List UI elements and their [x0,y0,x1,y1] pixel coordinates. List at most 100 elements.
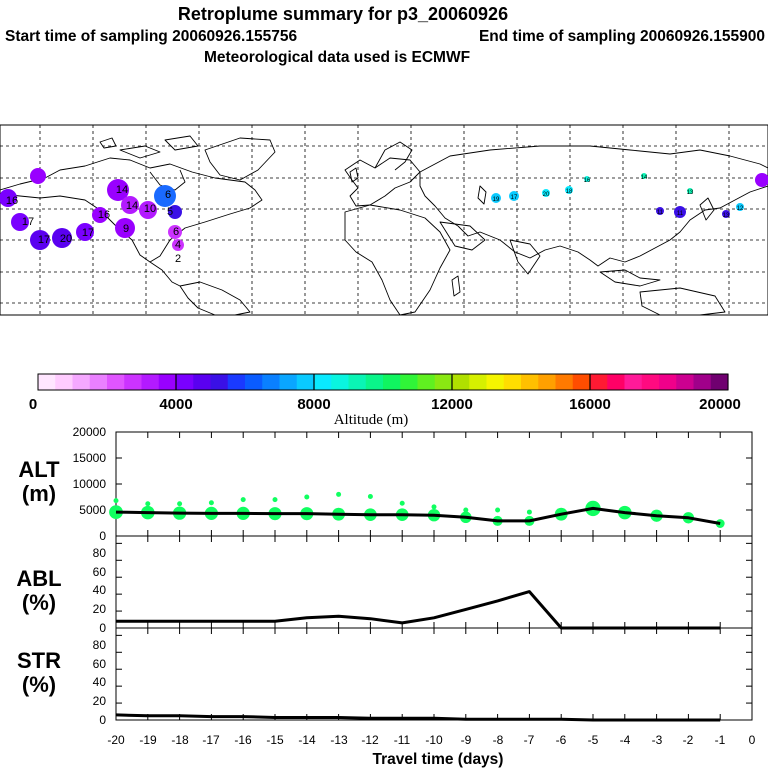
colorbar-swatch [227,374,246,390]
abl-ytick-80: 80 [93,546,107,560]
colorbar-swatch [676,374,695,390]
colorbar-swatch [503,374,522,390]
plume-cluster [0,189,17,207]
colorbar-swatch [158,374,177,390]
plume-cluster-label: 11 [657,210,664,216]
plume-cluster-label: 17 [22,216,34,228]
colorbar-swatch [176,374,194,390]
coast-central-america [149,261,181,287]
panel-tick-marks [115,431,753,721]
alt-upper-marker [495,507,501,513]
x-tick-label: -15 [266,733,284,747]
colorbar-swatch [141,374,160,390]
colorbar-major-ticks [175,374,591,390]
plume-cluster [30,168,46,184]
colorbar-swatch [55,374,74,390]
colorbar-swatch [521,374,539,390]
plume-cluster-label: 16 [98,209,110,221]
colorbar-frame [37,373,729,391]
plume-cluster [722,210,730,218]
coast-hudson-bay [149,169,186,191]
plume-cluster [168,205,182,219]
colorbar-swatch [38,374,56,390]
colorbar-swatch [607,374,626,390]
plume-cluster-label: 9 [123,223,129,235]
x-tick-label: 0 [749,733,756,747]
panels-frame [115,431,753,721]
plume-cluster [121,196,139,214]
str-line [115,713,721,722]
alt-ytick-15000: 15000 [73,451,107,465]
str-ytick-80: 80 [93,638,107,652]
coast-japan [699,197,715,221]
alt-upper-marker [208,500,214,506]
x-tick-label: -9 [461,733,472,747]
plume-cluster-label: 6 [165,189,171,201]
abl-ytick-0: 0 [99,621,106,635]
plume-cluster-label: 14 [116,184,128,196]
plume-cluster [76,223,94,241]
end-time-label: End time of sampling 20060926.155900 [479,28,765,45]
colorbar-tick-12000: 12000 [431,396,473,413]
colorbar-swatch [590,374,608,390]
x-tick-label: -8 [493,733,504,747]
plume-cluster [139,201,157,219]
colorbar-swatch [710,374,729,390]
x-axis-label: Travel time (days) [373,751,504,768]
alt-upper-marker [177,501,183,507]
alt-panel-label: ALT [18,457,60,482]
alt-ytick-20000: 20000 [73,425,107,439]
plume-cluster [565,186,573,194]
x-tick-label: -20 [107,733,125,747]
str-panel-unit: (%) [22,672,56,697]
colorbar-tick-20000: 20000 [699,396,741,413]
plume-cluster [172,239,184,251]
x-tick-label: -17 [202,733,220,747]
coast-arabia [439,221,486,251]
colorbar-swatch [331,374,350,390]
colorbar-swatch [572,374,591,390]
x-tick-label: -6 [556,733,567,747]
coast-india [509,239,541,275]
colorbar-swatch [314,374,332,390]
plume-cluster [30,230,50,250]
plume-cluster [107,179,129,201]
colorbar-swatch [262,374,281,390]
plume-cluster [542,189,550,197]
alt-ytick-5000: 5000 [79,503,106,517]
colorbar-swatch [555,374,574,390]
alt-mean-marker [109,505,123,519]
alt-upper-marker [431,504,437,510]
alt-upper-marker [113,498,119,504]
coast-greenland [204,137,276,181]
plume-clusters [0,168,768,251]
plume-cluster-label: 13 [723,213,730,219]
alt-upper-marker [272,497,278,503]
alt-upper-marker [145,501,151,507]
alt-upper-marker [336,491,342,497]
colorbar-swatch [659,374,677,390]
alt-ytick-0: 0 [99,529,106,543]
colorbar-swatch [417,374,436,390]
coast-australia [639,287,726,316]
x-tick-label: -16 [234,733,252,747]
coast-arctic-islands [99,135,199,159]
abl-panel-unit: (%) [22,590,56,615]
x-tick-label: -7 [524,733,535,747]
alt-mean-line [115,506,721,525]
colorbar-tick-8000: 8000 [297,396,330,413]
plume-cluster-label: 19 [493,197,500,203]
colorbar-swatch [124,374,143,390]
plume-cluster [687,188,693,194]
plume-cluster-label: 16 [584,178,591,184]
plume-cluster [755,173,768,187]
str-ytick-60: 60 [93,657,107,671]
colorbar-swatch [486,374,505,390]
colorbar-swatch [89,374,108,390]
colorbar-swatch [469,374,488,390]
x-tick-label: -18 [171,733,189,747]
plume-cluster-label: 14 [126,200,138,212]
alt-panel-unit: (m) [22,481,56,506]
x-tick-label: -4 [620,733,631,747]
